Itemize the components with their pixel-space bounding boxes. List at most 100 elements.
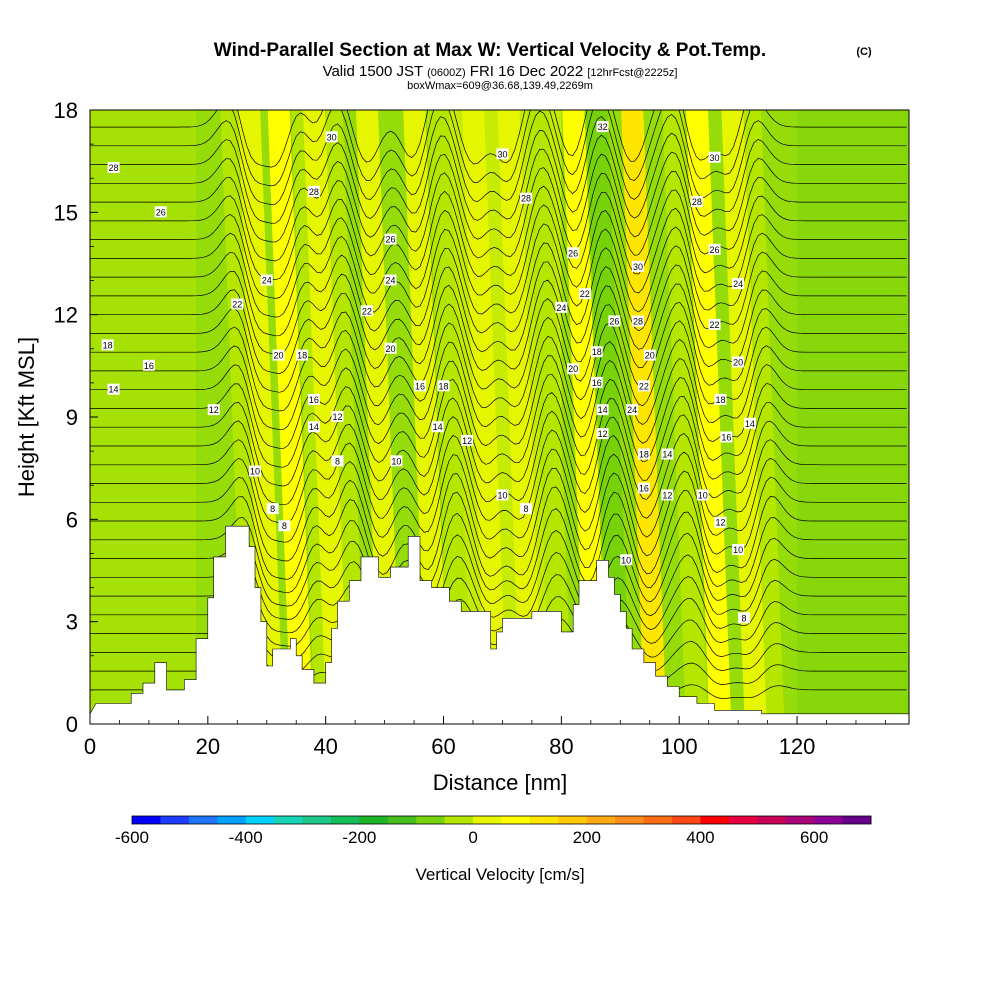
contour-label: 14 — [307, 421, 320, 433]
contour-label: 20 — [643, 349, 656, 361]
isentrope-line — [90, 223, 907, 318]
colorbar-swatch — [160, 816, 190, 824]
contour-label: 16 — [720, 431, 733, 443]
contour-label-bg — [248, 465, 261, 477]
x-tick-label: 100 — [661, 734, 698, 759]
isentrope-line — [90, 148, 907, 243]
contour-label-text: 22 — [639, 381, 649, 391]
contour-label: 16 — [590, 376, 603, 388]
x-tick-label: 120 — [779, 734, 816, 759]
potential-temperature-contours — [90, 110, 907, 701]
contour-label-text: 12 — [462, 436, 472, 446]
colorbar-swatch — [672, 816, 701, 824]
isentrope-line — [90, 261, 907, 355]
contour-label: 20 — [732, 356, 745, 368]
colorbar-swatch — [444, 816, 474, 824]
contour-label: 26 — [384, 233, 397, 245]
colorbar-swatch — [416, 816, 446, 824]
chart-subtitle: Valid 1500 JST (0600Z) FRI 16 Dec 2022 [… — [323, 63, 678, 80]
updraft-band — [238, 110, 284, 724]
contour-label-bg — [732, 356, 745, 368]
colorbar: -600 -400 -200 0 200 400 600 — [115, 815, 872, 847]
contour-label: 18 — [714, 393, 727, 405]
colorbar-swatch — [245, 816, 275, 824]
contour-label-bg — [631, 315, 644, 327]
contour-label-bg — [732, 544, 745, 556]
contour-label: 22 — [231, 298, 244, 310]
contour-label-text: 10 — [497, 490, 507, 500]
isentrope-line — [90, 486, 907, 580]
contour-label-bg — [154, 206, 167, 218]
contour-label-text: 24 — [556, 303, 566, 313]
contour-label-text: 12 — [598, 429, 608, 439]
contour-label-text: 16 — [144, 361, 154, 371]
updraft-band — [721, 110, 767, 724]
contour-label-bg — [384, 233, 397, 245]
updraft-band — [356, 110, 402, 724]
contour-label-bg — [390, 455, 403, 467]
contour-label-text: 10 — [733, 545, 743, 555]
x-tick-label: 40 — [313, 734, 337, 759]
contour-label-text: 14 — [433, 422, 443, 432]
y-tick-label: 18 — [54, 98, 78, 123]
contour-label-bg — [608, 315, 621, 327]
contour-label-bg — [708, 243, 721, 255]
isentrope-line — [90, 185, 907, 281]
contour-label: 18 — [296, 349, 309, 361]
colorbar-swatch — [188, 816, 218, 824]
contour-label: 22 — [360, 305, 373, 317]
colorbar-swatch — [330, 816, 360, 824]
contour-label-text: 14 — [662, 450, 672, 460]
contour-label-text: 24 — [627, 405, 637, 415]
contour-label: 28 — [520, 192, 533, 204]
updraft-plume — [562, 110, 608, 724]
contour-label-bg — [384, 342, 397, 354]
isentrope-line — [90, 204, 907, 299]
isentrope-line — [90, 429, 907, 524]
updraft-band — [403, 110, 449, 724]
y-tick-label: 9 — [66, 405, 78, 430]
contour-label-bg — [708, 318, 721, 330]
isentrope-line — [90, 335, 907, 431]
contour-label-bg — [101, 339, 114, 351]
colorbar-tick-label: 400 — [686, 828, 714, 847]
y-tick-label: 0 — [66, 712, 78, 737]
contour-label-text: 16 — [639, 484, 649, 494]
contour-label: 14 — [661, 448, 674, 460]
contour-label-text: 30 — [710, 153, 720, 163]
colorbar-label: Vertical Velocity [cm/s] — [415, 865, 584, 884]
contour-label-bg — [631, 260, 644, 272]
contour-label-bg — [437, 380, 450, 392]
contour-label: 24 — [555, 301, 568, 313]
contour-label: 22 — [578, 288, 591, 300]
updraft-band — [267, 110, 313, 724]
contour-label-bg — [520, 503, 533, 515]
isentrope-line — [90, 373, 907, 468]
contour-label-bg — [620, 554, 633, 566]
contour-label-text: 16 — [309, 395, 319, 405]
contour-label: 10 — [496, 489, 509, 501]
contour-label-bg — [596, 404, 609, 416]
colorbar-swatch — [842, 816, 872, 824]
contour-label: 24 — [626, 404, 639, 416]
contour-label-text: 26 — [710, 245, 720, 255]
isentrope-line — [90, 242, 907, 337]
contour-label: 32 — [596, 121, 609, 133]
y-tick-label: 15 — [54, 200, 78, 225]
contour-label: 12 — [714, 516, 727, 528]
contour-label-bg — [743, 417, 756, 429]
contour-label: 22 — [637, 380, 650, 392]
contour-label-text: 26 — [156, 207, 166, 217]
colorbar-swatch — [217, 816, 247, 824]
field-zone — [797, 110, 909, 724]
contour-label-bg — [661, 489, 674, 501]
contour-label: 20 — [384, 342, 397, 354]
contour-label-text: 14 — [309, 422, 319, 432]
subtitle-fcst: [12hrFcst@2225z] — [587, 67, 677, 79]
contour-label-text: 24 — [733, 279, 743, 289]
updraft-plume — [497, 110, 543, 724]
contour-label-text: 28 — [309, 187, 319, 197]
contour-label: 8 — [738, 612, 751, 624]
contour-label-bg — [331, 411, 344, 422]
contour-label-bg — [555, 301, 568, 313]
